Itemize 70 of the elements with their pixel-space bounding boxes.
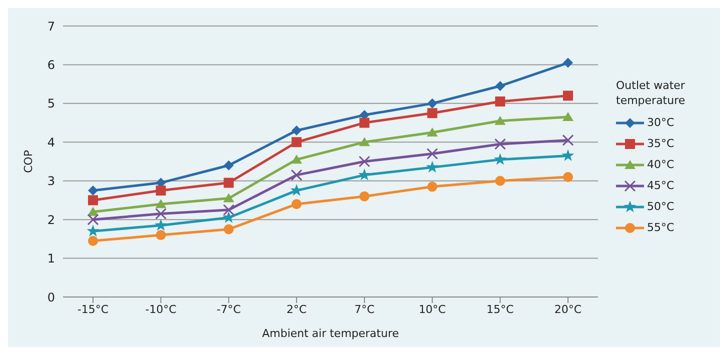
point — [88, 236, 98, 246]
legend-label: 45°C — [647, 179, 674, 192]
y-tick-label: 0 — [47, 290, 55, 304]
x-tick-label: 15°C — [486, 302, 514, 316]
point — [292, 126, 302, 136]
point — [358, 137, 370, 146]
y-tick-label: 2 — [47, 212, 55, 227]
y-tick-label: 1 — [47, 252, 55, 266]
x-tick-label: -7°C — [216, 302, 242, 316]
point — [359, 118, 370, 128]
point — [494, 138, 506, 150]
point — [290, 169, 302, 181]
point — [358, 168, 371, 180]
point — [87, 214, 99, 226]
point — [224, 224, 234, 234]
point — [224, 160, 234, 170]
x-axis-title: Ambient air temperature — [262, 327, 400, 340]
point — [426, 148, 438, 160]
x-tick-label: 2°C — [286, 302, 307, 316]
legend-label: 35°C — [647, 137, 674, 150]
x-tick-label: -10°C — [145, 302, 177, 316]
point — [155, 199, 166, 208]
point — [154, 218, 168, 231]
point — [426, 160, 438, 173]
point — [290, 184, 303, 196]
x-tick-label: 10°C — [418, 302, 446, 316]
point — [292, 137, 302, 148]
point — [88, 195, 98, 206]
point — [156, 230, 166, 240]
point — [155, 208, 167, 220]
x-tick-label: 7°C — [354, 302, 375, 316]
y-tick-label: 6 — [47, 58, 55, 72]
point — [494, 116, 506, 125]
point — [494, 153, 506, 165]
point — [86, 224, 100, 236]
point — [224, 178, 234, 188]
point — [562, 112, 574, 121]
legend-label: 40°C — [647, 158, 674, 171]
legend-label: 50°C — [647, 200, 674, 213]
point — [562, 149, 574, 161]
point — [358, 156, 370, 168]
y-tick-label: 3 — [47, 174, 55, 188]
point — [427, 108, 438, 118]
x-tick-label: -15°C — [77, 302, 109, 316]
point — [563, 58, 573, 68]
point — [359, 191, 370, 202]
y-tick-label: 5 — [47, 96, 55, 111]
y-tick-label: 7 — [47, 19, 55, 34]
legend-label: 55°C — [647, 221, 674, 234]
point — [223, 193, 234, 202]
point — [427, 98, 438, 108]
y-tick-label: 4 — [47, 135, 55, 150]
point — [88, 206, 98, 216]
point — [222, 204, 234, 216]
point — [427, 182, 438, 192]
point — [562, 134, 574, 146]
point — [563, 90, 573, 101]
point — [495, 96, 506, 106]
legend-title: Outlet water temperature — [616, 78, 686, 108]
point — [563, 172, 573, 182]
point — [156, 186, 166, 196]
point — [291, 154, 302, 164]
legend-label: 30°C — [647, 116, 674, 129]
x-tick-label: 20°C — [554, 302, 582, 316]
y-axis-title: COP — [22, 150, 35, 173]
point — [426, 127, 438, 136]
point — [495, 81, 506, 92]
point — [88, 186, 98, 196]
point — [495, 176, 506, 186]
point — [292, 199, 302, 210]
